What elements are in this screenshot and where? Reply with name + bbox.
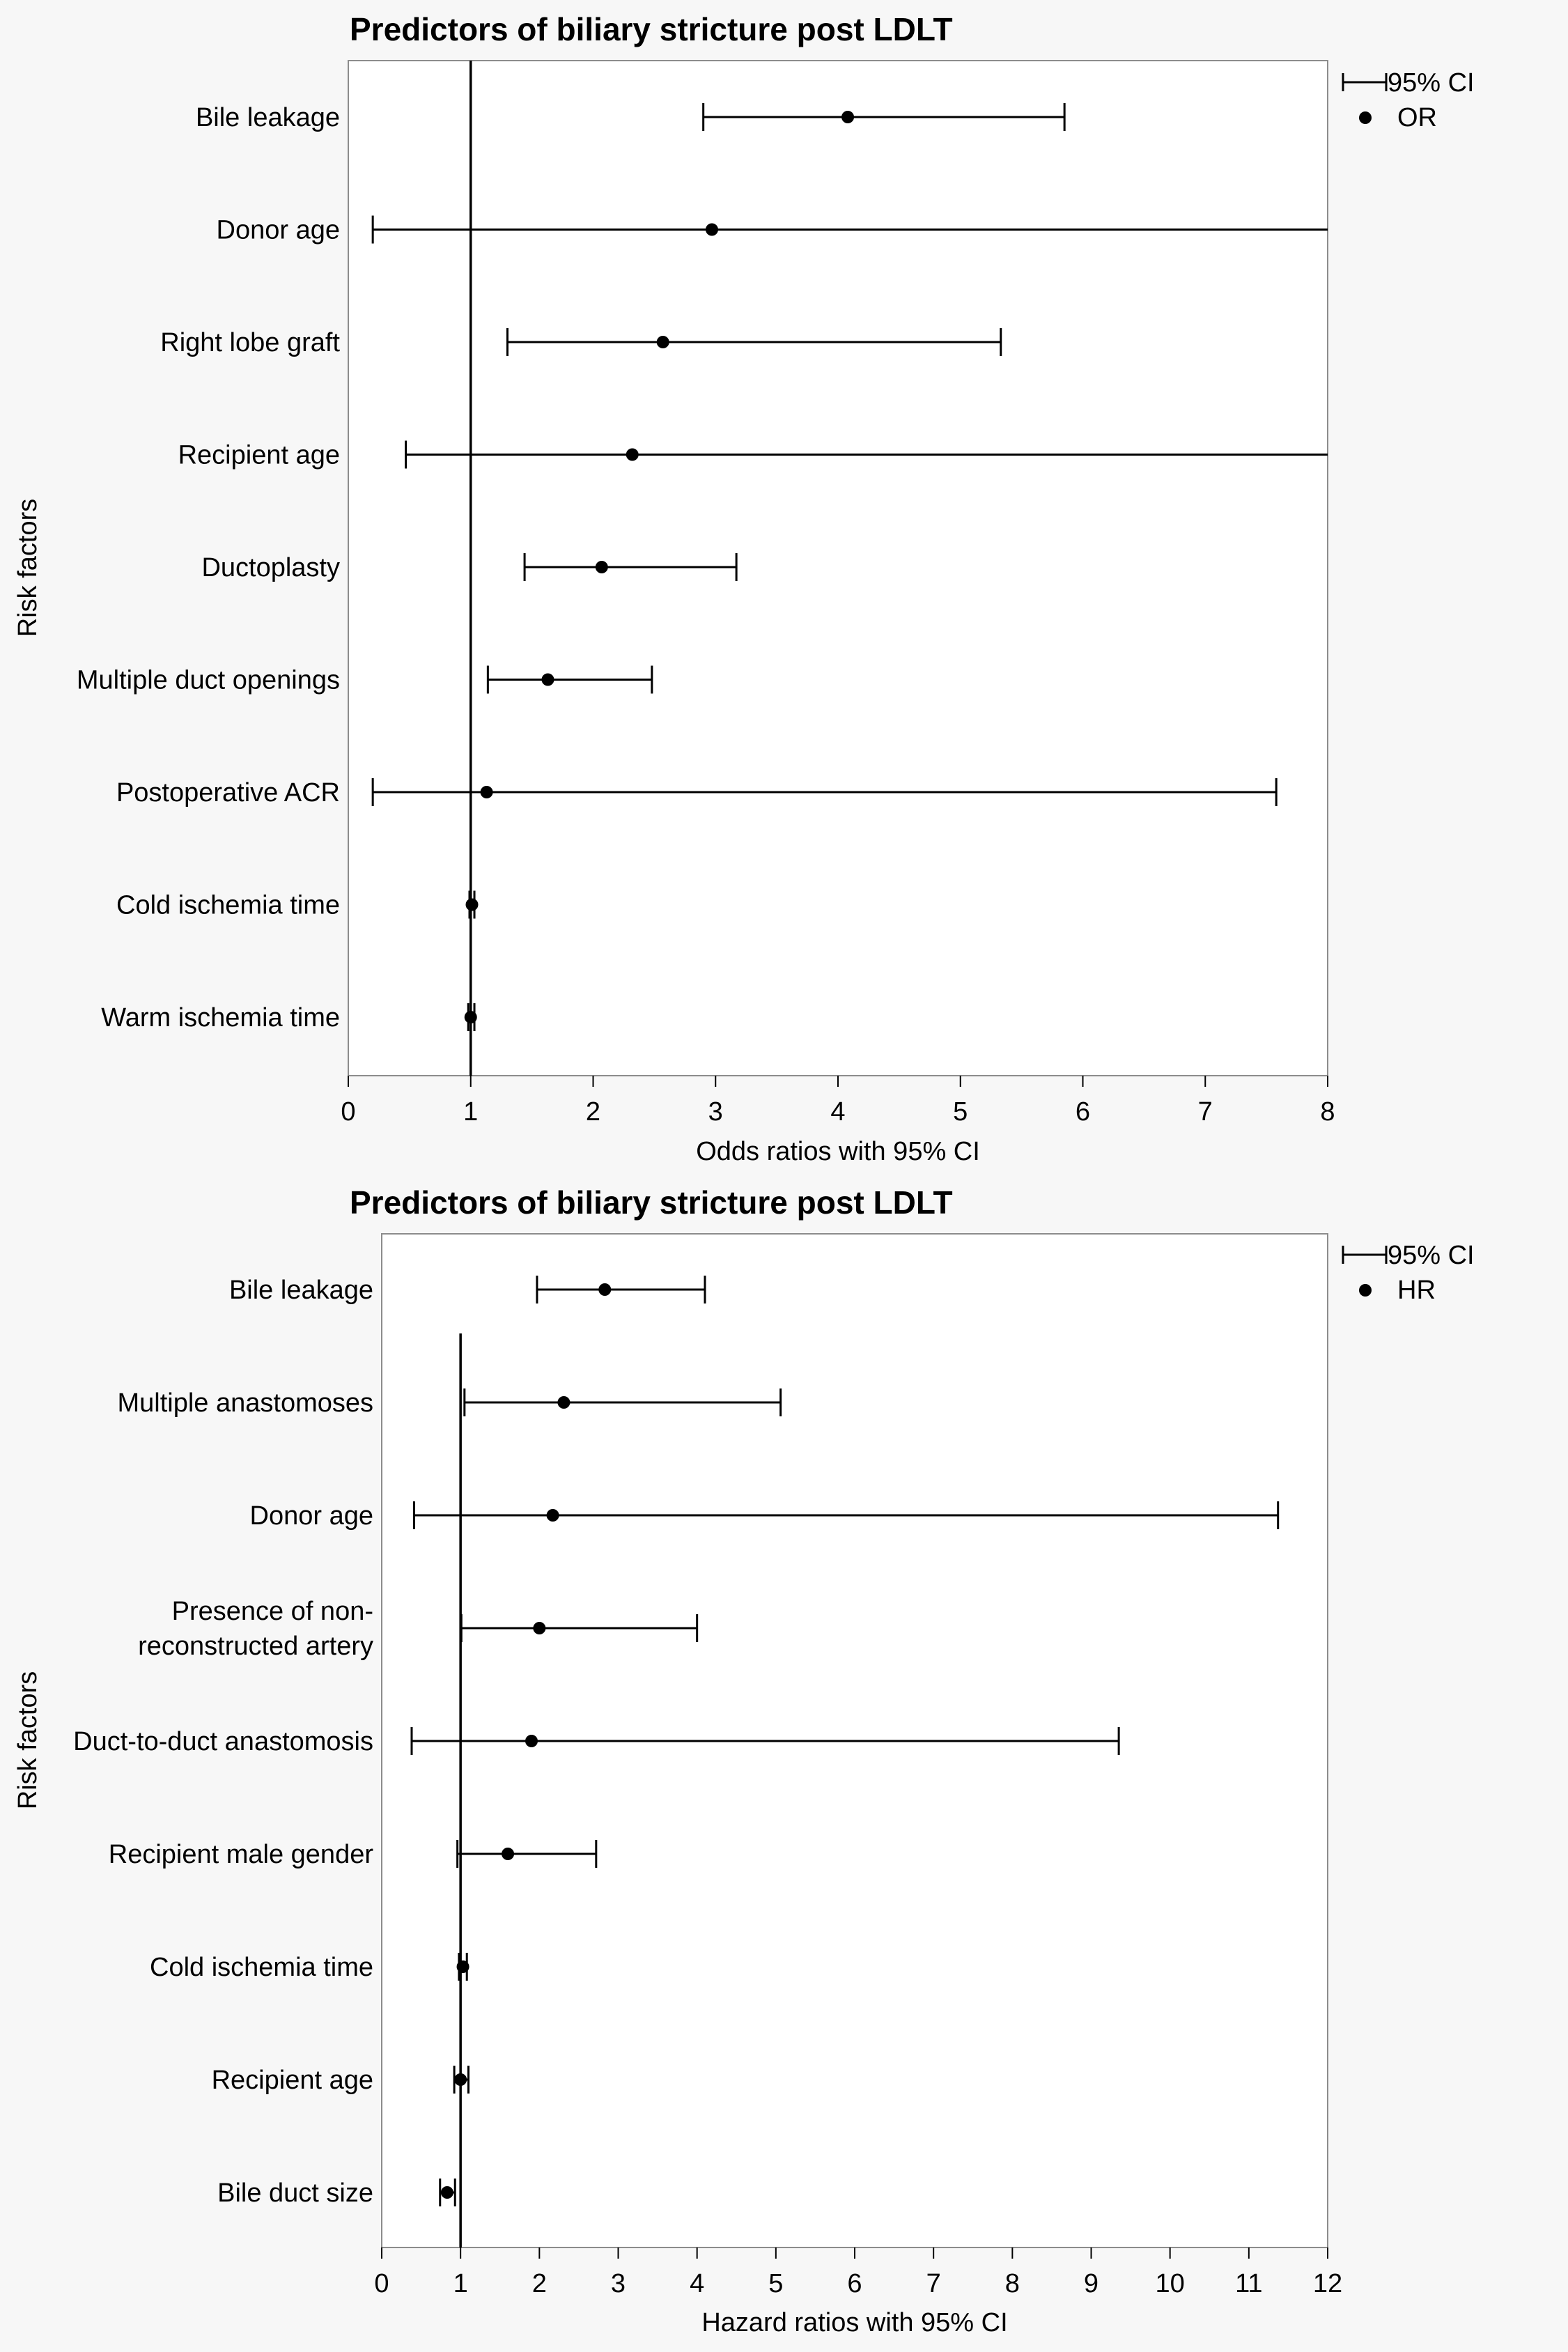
point-estimate <box>502 1848 515 1860</box>
point-estimate <box>598 1283 612 1296</box>
legend-point-marker <box>1359 1284 1372 1297</box>
row-label: Multiple duct openings <box>77 666 340 695</box>
x-axis-title: Odds ratios with 95% CI <box>696 1137 980 1166</box>
point-estimate <box>541 673 554 686</box>
row-label: reconstructed artery <box>138 1632 373 1661</box>
x-tick-label: 12 <box>1313 2269 1342 2298</box>
row-label: Recipient age <box>212 2066 373 2095</box>
x-tick-label: 8 <box>1005 2269 1020 2298</box>
x-tick-label: 7 <box>1198 1097 1213 1127</box>
x-tick-label: 1 <box>453 2269 468 2298</box>
legend-point-label: HR <box>1397 1276 1436 1305</box>
x-tick-label: 2 <box>532 2269 547 2298</box>
row-label: Cold ischemia time <box>150 1953 373 1982</box>
y-axis-title: Risk factors <box>13 499 42 637</box>
legend-point-marker <box>1359 111 1372 124</box>
x-tick-label: 9 <box>1084 2269 1099 2298</box>
row-label: Multiple anastomoses <box>117 1388 373 1418</box>
forest-plot-1: Predictors of biliary stricture post LDL… <box>13 11 1475 1166</box>
x-tick-label: 4 <box>690 2269 704 2298</box>
x-tick-label: 3 <box>708 1097 723 1127</box>
point-estimate <box>557 1396 570 1409</box>
x-tick-label: 0 <box>341 1097 355 1127</box>
point-estimate <box>656 336 669 348</box>
row-label: Postoperative ACR <box>116 778 340 807</box>
legend-ci-label: 95% CI <box>1388 1241 1475 1270</box>
x-tick-label: 3 <box>611 2269 626 2298</box>
x-axis-title: Hazard ratios with 95% CI <box>701 2308 1007 2337</box>
chart-title: Predictors of biliary stricture post LDL… <box>350 11 953 47</box>
x-tick-label: 0 <box>374 2269 389 2298</box>
legend-ci-label: 95% CI <box>1388 68 1475 98</box>
x-tick-label: 7 <box>926 2269 941 2298</box>
row-label: Cold ischemia time <box>116 891 340 920</box>
row-label: Ductoplasty <box>201 553 340 582</box>
point-estimate <box>465 898 479 911</box>
point-estimate <box>705 223 718 236</box>
x-tick-label: 2 <box>586 1097 600 1127</box>
x-tick-label: 8 <box>1320 1097 1335 1127</box>
row-label: Recipient male gender <box>109 1840 374 1869</box>
point-estimate <box>626 448 639 461</box>
row-label: Right lobe graft <box>160 328 340 357</box>
y-axis-title: Risk factors <box>13 1671 42 1809</box>
point-estimate <box>546 1509 559 1522</box>
point-estimate <box>480 786 493 798</box>
row-label: Recipient age <box>178 441 340 470</box>
x-tick-label: 5 <box>953 1097 968 1127</box>
row-label: Bile leakage <box>229 1276 373 1305</box>
x-tick-label: 6 <box>1076 1097 1090 1127</box>
row-label: Donor age <box>217 216 340 245</box>
point-estimate <box>440 2186 453 2199</box>
row-label: Presence of non- <box>172 1597 373 1626</box>
point-estimate <box>595 561 608 573</box>
x-tick-label: 10 <box>1156 2269 1185 2298</box>
point-estimate <box>456 1960 469 1973</box>
row-label: Donor age <box>250 1501 373 1531</box>
row-label: Bile leakage <box>196 103 340 132</box>
x-tick-label: 5 <box>768 2269 783 2298</box>
legend-point-label: OR <box>1397 103 1437 132</box>
row-label: Duct-to-duct anastomosis <box>73 1727 373 1756</box>
point-estimate <box>454 2073 467 2086</box>
forest-plot-2: Predictors of biliary stricture post LDL… <box>13 1184 1475 2337</box>
x-tick-label: 4 <box>830 1097 845 1127</box>
row-label: Bile duct size <box>217 2179 373 2208</box>
point-estimate <box>525 1735 538 1747</box>
point-estimate <box>841 111 855 123</box>
plot-frame <box>348 60 1328 1076</box>
x-tick-label: 11 <box>1235 2269 1262 2298</box>
x-tick-label: 1 <box>463 1097 478 1127</box>
row-label: Warm ischemia time <box>101 1003 340 1032</box>
chart-title: Predictors of biliary stricture post LDL… <box>350 1184 953 1221</box>
x-tick-label: 6 <box>847 2269 862 2298</box>
point-estimate <box>533 1622 546 1634</box>
point-estimate <box>464 1011 477 1023</box>
